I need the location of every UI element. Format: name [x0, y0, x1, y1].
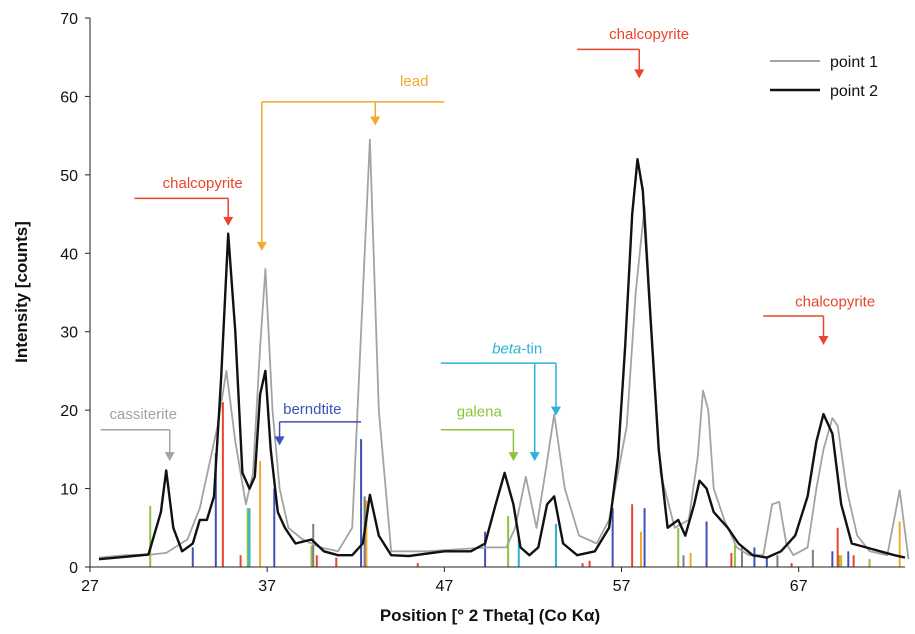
- annotation-arrow-head: [370, 116, 381, 126]
- annotation-arrow-head: [223, 216, 234, 226]
- annotation-arrow-head: [529, 452, 540, 462]
- x-tick-label: 67: [790, 578, 808, 595]
- y-tick-label: 10: [60, 482, 78, 499]
- y-tick-label: 60: [60, 89, 78, 106]
- annotation-arrow-head: [256, 241, 267, 251]
- annotation-label: beta-tin: [492, 341, 542, 358]
- y-tick-label: 40: [60, 246, 78, 263]
- annotation-arrow-head: [818, 336, 829, 346]
- annotation-arrow-head: [634, 69, 645, 79]
- series-layer: [98, 138, 910, 561]
- x-tick-label: 37: [258, 578, 276, 595]
- annotation-arrow-head: [550, 406, 561, 416]
- annotation-arrow-head: [508, 452, 519, 462]
- x-tick-label: 27: [81, 578, 99, 595]
- legend: point 1 point 2: [770, 54, 878, 100]
- annotation-label: chalcopyrite: [609, 26, 689, 43]
- x-axis-title: Position [° 2 Theta] (Co Kα): [380, 606, 600, 625]
- legend-label-point-1: point 1: [830, 54, 878, 71]
- annotation-label: chalcopyrite: [163, 175, 243, 192]
- legend-label-point-2: point 2: [830, 83, 878, 100]
- y-tick-label: 0: [69, 560, 78, 577]
- annotation-label: chalcopyrite: [795, 294, 875, 311]
- x-tick-label: 47: [435, 578, 453, 595]
- annotation-label: lead: [400, 73, 428, 90]
- annotation-arrow-head: [164, 452, 175, 462]
- x-tick-label: 57: [613, 578, 631, 595]
- series-line-point-1: [98, 138, 910, 560]
- annotation-arrow-head: [274, 436, 285, 446]
- annotation-label: galena: [457, 403, 503, 420]
- y-tick-label: 20: [60, 403, 78, 420]
- annotation-label: berndtite: [283, 401, 341, 418]
- y-axis-title: Intensity [counts]: [12, 221, 31, 363]
- annotation-label: cassiterite: [109, 406, 177, 423]
- axes-layer: Position [° 2 Theta] (Co Kα) Intensity […: [12, 11, 905, 625]
- annotations-layer: lead chalcopyrite chalcopyrite chalcopyrite…: [100, 26, 875, 462]
- y-tick-label: 30: [60, 325, 78, 342]
- y-tick-label: 50: [60, 168, 78, 185]
- y-tick-label: 70: [60, 11, 78, 28]
- series-line-point-2: [98, 158, 906, 561]
